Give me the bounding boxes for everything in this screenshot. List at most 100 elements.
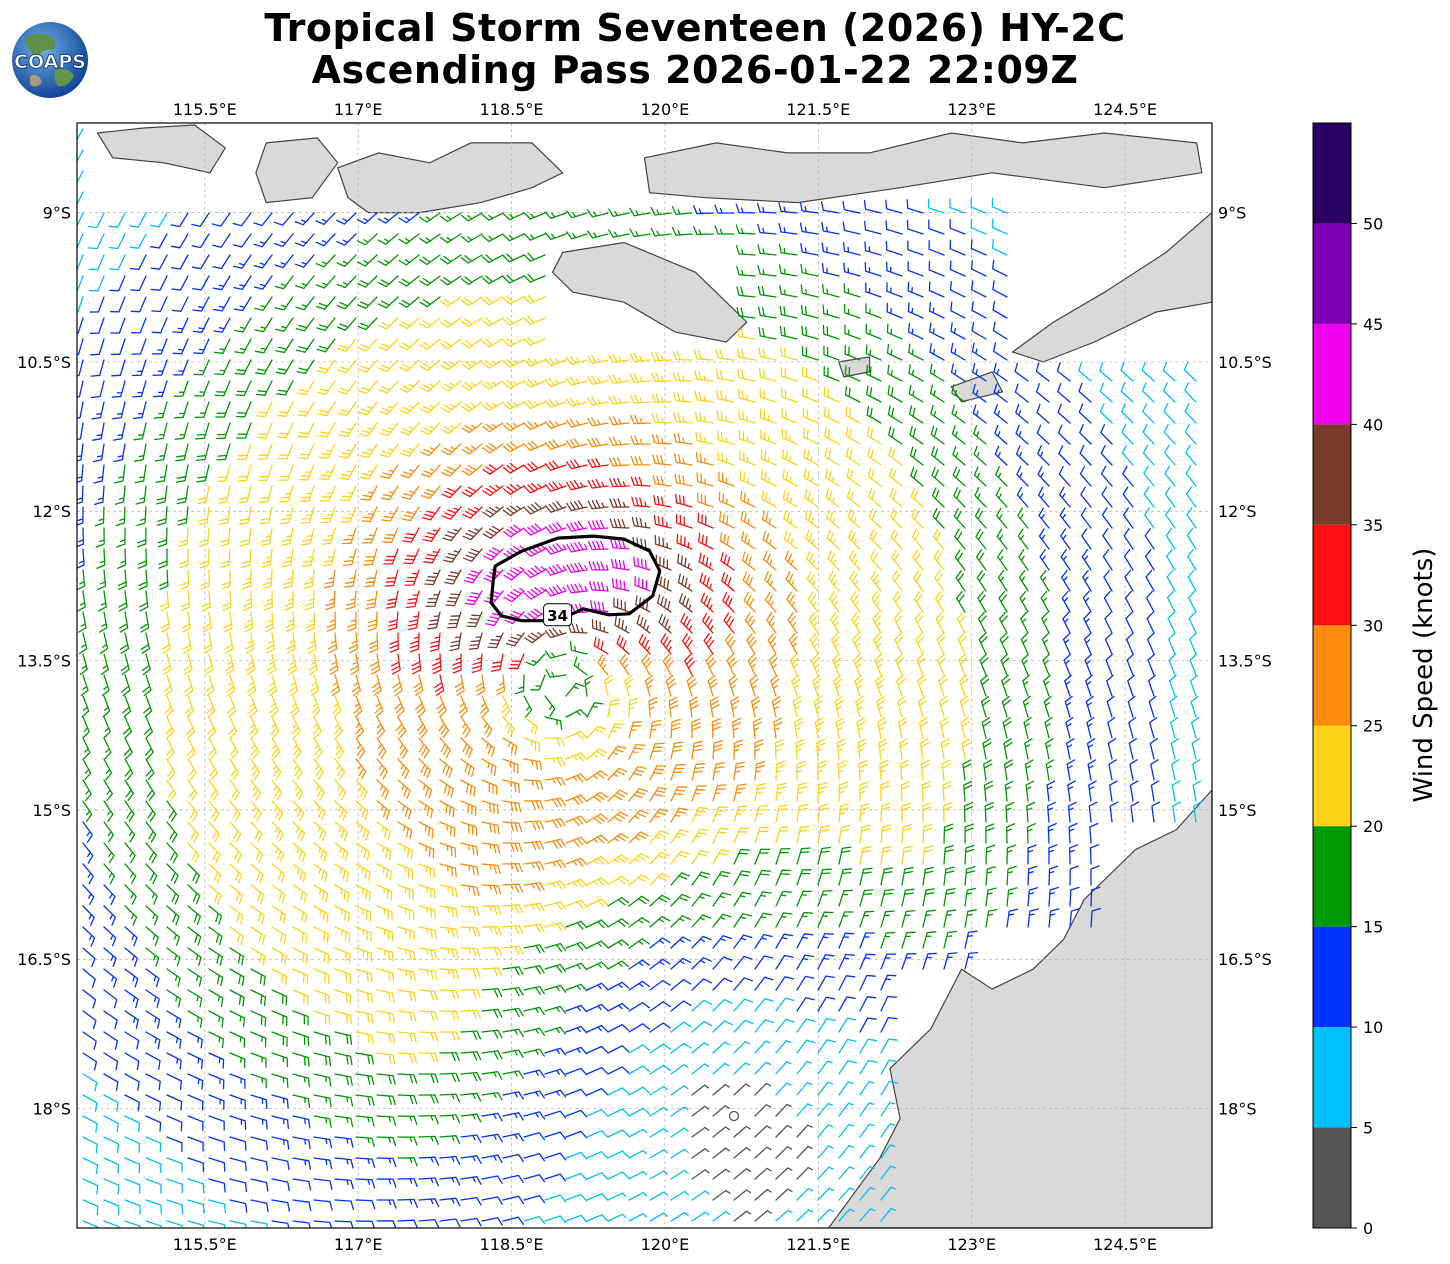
wind-barb (243, 611, 254, 633)
wind-barb (418, 1031, 439, 1042)
wind-barb (94, 506, 105, 527)
wind-barb (482, 485, 504, 497)
wind-barb (294, 212, 315, 226)
wind-barb (754, 1210, 772, 1222)
wind-barb (415, 695, 426, 718)
wind-barb (912, 549, 924, 571)
wind-barb (775, 1209, 793, 1222)
wind-barb (313, 926, 329, 944)
wind-barb (1079, 424, 1092, 445)
wind-barb (397, 989, 417, 1002)
wind-barb (523, 737, 540, 753)
wind-barb (950, 301, 966, 319)
wind-barb (208, 968, 224, 987)
wind-barb (866, 385, 882, 403)
wind-barb (859, 1187, 876, 1201)
wind-barb (381, 506, 399, 522)
wind-barb (197, 485, 210, 505)
wind-barb (523, 923, 545, 933)
wind-barb (628, 1023, 651, 1033)
wind-barb (332, 695, 342, 718)
wind-barb (376, 968, 395, 982)
wind-barb (859, 1208, 876, 1222)
wind-barb (439, 905, 459, 918)
wind-barb (162, 653, 172, 676)
wind-barb (103, 1157, 120, 1174)
wind-barb (648, 696, 658, 718)
wind-barb (853, 653, 863, 676)
wind-barb (972, 383, 987, 403)
wind-barb (187, 821, 199, 843)
wind-barb (565, 794, 588, 805)
wind-barb (544, 627, 567, 639)
wind-barb (963, 780, 973, 802)
wind-barb (355, 779, 368, 800)
wind-barb (523, 565, 546, 579)
lon-tick-label-top: 117°E (334, 100, 383, 119)
wind-barb (714, 204, 735, 214)
wind-barb (418, 926, 437, 940)
wind-barb (151, 338, 168, 355)
wind-barb (960, 716, 970, 739)
wind-barb (733, 1062, 751, 1075)
wind-barb (250, 800, 262, 822)
wind-barb (241, 569, 252, 590)
wind-barb (397, 947, 416, 961)
wind-barb (951, 425, 966, 445)
wind-barb (716, 389, 735, 403)
wind-barb (460, 947, 481, 958)
wind-barb (397, 863, 414, 880)
wind-barb (817, 1166, 834, 1180)
wind-barb (296, 380, 315, 396)
wind-barb (418, 1198, 440, 1208)
wind-barb (770, 674, 780, 697)
wind-barb (760, 449, 777, 466)
wind-barb (179, 569, 190, 590)
wind-barb (145, 968, 160, 988)
wind-barb (159, 569, 169, 591)
wind-barb (103, 989, 118, 1009)
wind-barb (565, 1025, 588, 1034)
wind-barb (460, 926, 481, 937)
wind-barb (715, 369, 735, 382)
wind-barb (339, 464, 357, 480)
wind-barb (889, 487, 903, 508)
wind-barb (952, 445, 966, 466)
wind-barb (355, 737, 366, 759)
wind-barb (741, 551, 756, 571)
wind-barb (114, 464, 126, 484)
wind-barb (896, 674, 906, 697)
wind-barb (208, 821, 221, 843)
wind-barb (460, 1092, 482, 1102)
wind-barb (377, 233, 399, 245)
wind-barb (778, 223, 798, 235)
wind-barb (400, 485, 420, 500)
wind-barb (418, 863, 435, 879)
wind-barb (699, 572, 714, 592)
wind-barb (758, 347, 777, 361)
wind-barb (566, 541, 588, 553)
wind-barb (628, 697, 639, 718)
wind-barb (1125, 632, 1134, 655)
wind-barb (461, 485, 483, 498)
wind-barb (460, 842, 479, 856)
wind-barb (880, 910, 895, 928)
wind-barb (565, 730, 588, 740)
lat-tick-label-left: 16.5°S (17, 950, 71, 969)
wind-barb (1036, 424, 1050, 445)
wind-barb (523, 378, 546, 388)
wind-barb (110, 317, 126, 334)
wind-barb (544, 211, 567, 220)
wind-barb (487, 632, 504, 649)
wind-barb (985, 887, 997, 907)
wind-barb (1187, 569, 1197, 592)
wind-barb (1038, 528, 1050, 550)
wind-barb (733, 1019, 754, 1033)
wind-barb (313, 884, 329, 903)
wind-barb (838, 1166, 855, 1180)
wind-barb (82, 1010, 97, 1030)
wind-barb (400, 464, 420, 479)
wind-barb (145, 1115, 162, 1132)
wind-barb (565, 1193, 588, 1202)
wind-barb (383, 548, 399, 565)
